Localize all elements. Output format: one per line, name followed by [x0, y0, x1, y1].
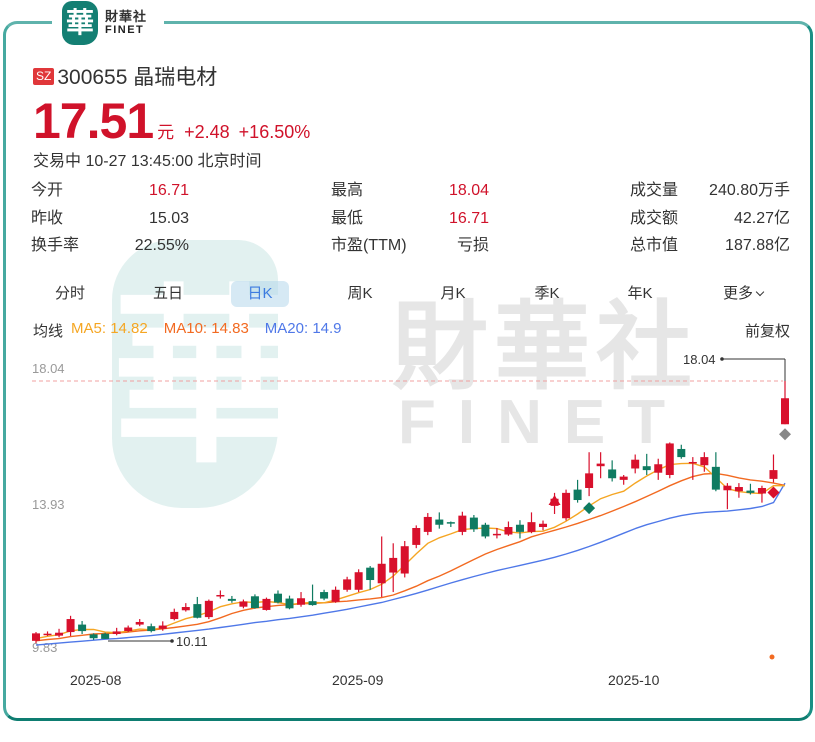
max-marker: 18.04 — [683, 352, 786, 381]
tab-more[interactable]: 更多 — [712, 281, 774, 307]
stat-amount: 成交额 42.27亿 — [630, 208, 790, 230]
brand-logo-icon: 華 — [62, 1, 98, 45]
ma-legend-label: 均线 — [33, 323, 64, 340]
tab-more-label: 更多 — [722, 285, 753, 302]
x-axis-label-oct: 2025-10 — [608, 672, 660, 688]
stat-turnover-rate-value: 22.55% — [134, 237, 189, 254]
brand-name-en: FINET — [105, 24, 145, 36]
stat-pe-ttm-value: 亏损 — [456, 237, 489, 254]
ma20-value: MA20: 14.9 — [264, 320, 342, 337]
tab-daily-k[interactable]: 日K — [231, 281, 289, 307]
stat-volume-value: 240.80万手 — [709, 182, 790, 199]
market-badge: SZ — [33, 67, 55, 85]
svg-text:10.11: 10.11 — [176, 634, 208, 649]
stat-prev-close: 昨收 15.03 — [31, 208, 189, 230]
watermark-text-cn: 財華社 — [392, 294, 698, 401]
ma-lines — [35, 462, 786, 646]
ma-legend: 均线 MA5: 14.82 MA10: 14.83 MA20: 14.9 — [33, 320, 358, 341]
signal-markers — [548, 428, 791, 515]
period-tabs: 分时 五日 日K 周K 月K 季K 年K 更多 — [0, 281, 815, 307]
tab-intraday[interactable]: 分时 — [54, 285, 85, 302]
stock-title: SZ 300655 晶瑞电材 — [33, 61, 217, 91]
stat-low: 最低 16.71 — [331, 208, 489, 230]
current-price: 17.51 — [33, 93, 154, 149]
trading-status: 交易中 10-27 13:45:00 北京时间 — [33, 153, 262, 170]
x-axis-label-aug: 2025-08 — [70, 672, 122, 688]
price-change: +2.48 — [184, 122, 230, 142]
price-change-percent: +16.50% — [238, 122, 311, 142]
price-row: 17.51 元 +2.48 +16.50% — [33, 92, 310, 150]
stat-volume: 成交量 240.80万手 — [630, 180, 790, 202]
x-axis-label-sep: 2025-09 — [332, 672, 384, 688]
card-frame — [3, 21, 813, 721]
y-axis-label-max: 18.04 — [32, 361, 65, 376]
stat-high: 最高 18.04 — [331, 180, 489, 202]
stat-open: 今开 16.71 — [31, 180, 189, 202]
candles — [32, 381, 789, 644]
stat-pe-ttm: 市盈(TTM) 亏损 — [331, 235, 489, 257]
adjust-mode-selector[interactable]: 前复权 — [744, 323, 790, 340]
y-axis-label-mid: 13.93 — [32, 497, 65, 512]
min-marker: 10.11 — [108, 634, 208, 649]
stat-market-cap: 总市值 187.88亿 — [630, 235, 790, 257]
stat-prev-close-value: 15.03 — [148, 210, 189, 227]
live-indicator-dot — [769, 654, 775, 660]
price-unit: 元 — [157, 123, 175, 142]
brand-logo-text: 財華社 FINET — [105, 10, 147, 36]
stat-amount-value: 42.27亿 — [733, 210, 790, 227]
stat-high-value: 18.04 — [448, 182, 489, 199]
watermark-text-en: FINET — [398, 388, 688, 457]
stat-turnover-rate: 换手率 22.55% — [31, 235, 189, 257]
tab-weekly-k[interactable]: 周K — [347, 285, 373, 302]
stat-market-cap-value: 187.88亿 — [725, 237, 790, 254]
ma5-value: MA5: 14.82 — [71, 320, 148, 337]
brand-name-cn: 財華社 — [105, 9, 148, 24]
tab-monthly-k[interactable]: 月K — [440, 285, 466, 302]
brand-logo: 華 財華社 FINET — [52, 0, 164, 46]
tab-yearly-k[interactable]: 年K — [627, 285, 653, 302]
ma10-value: MA10: 14.83 — [163, 320, 249, 337]
stat-open-value: 16.71 — [148, 182, 189, 199]
tab-quarterly-k[interactable]: 季K — [534, 285, 560, 302]
tab-five-day[interactable]: 五日 — [152, 285, 183, 302]
stock-code-name: 300655 晶瑞电材 — [57, 66, 218, 89]
svg-text:18.04: 18.04 — [683, 352, 716, 367]
stat-low-value: 16.71 — [448, 210, 489, 227]
